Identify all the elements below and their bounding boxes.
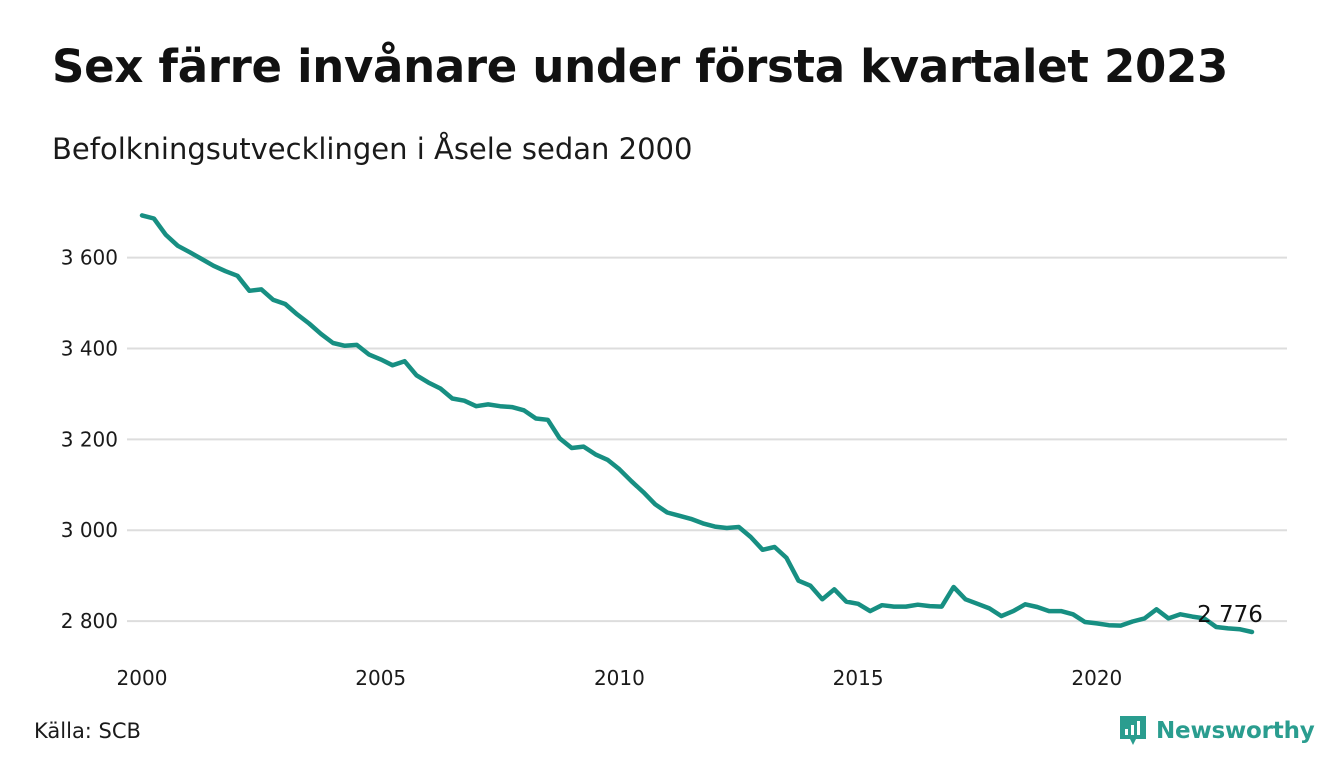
brand-name: Newsworthy: [1156, 718, 1315, 744]
chart-title: Sex färre invånare under första kvartale…: [52, 40, 1229, 93]
x-tick-label: 2015: [833, 666, 884, 690]
y-axis-ticks: 2 800 3 000 3 200 3 400 3 600: [61, 246, 118, 633]
y-tick-label: 2 800: [61, 609, 118, 633]
last-value-label: 2 776: [1197, 602, 1263, 628]
x-tick-label: 2000: [117, 666, 168, 690]
y-tick-label: 3 400: [61, 336, 118, 360]
series-layer: [139, 213, 1255, 635]
source-note: Källa: SCB: [34, 719, 141, 743]
y-tick-label: 3 600: [61, 246, 118, 270]
gridlines: [127, 256, 1287, 623]
series-line: [139, 213, 1255, 635]
x-tick-label: 2010: [594, 666, 645, 690]
x-tick-label: 2005: [355, 666, 406, 690]
newsworthy-logo-icon: [1120, 716, 1146, 745]
y-tick-label: 3 000: [61, 518, 118, 542]
y-tick-label: 3 200: [61, 427, 118, 451]
chart-subtitle: Befolkningsutvecklingen i Åsele sedan 20…: [52, 132, 693, 166]
x-tick-label: 2020: [1071, 666, 1122, 690]
brand-logo[interactable]: Newsworthy: [1118, 714, 1315, 748]
x-axis-ticks: 2000 2005 2010 2015 2020: [117, 666, 1123, 690]
